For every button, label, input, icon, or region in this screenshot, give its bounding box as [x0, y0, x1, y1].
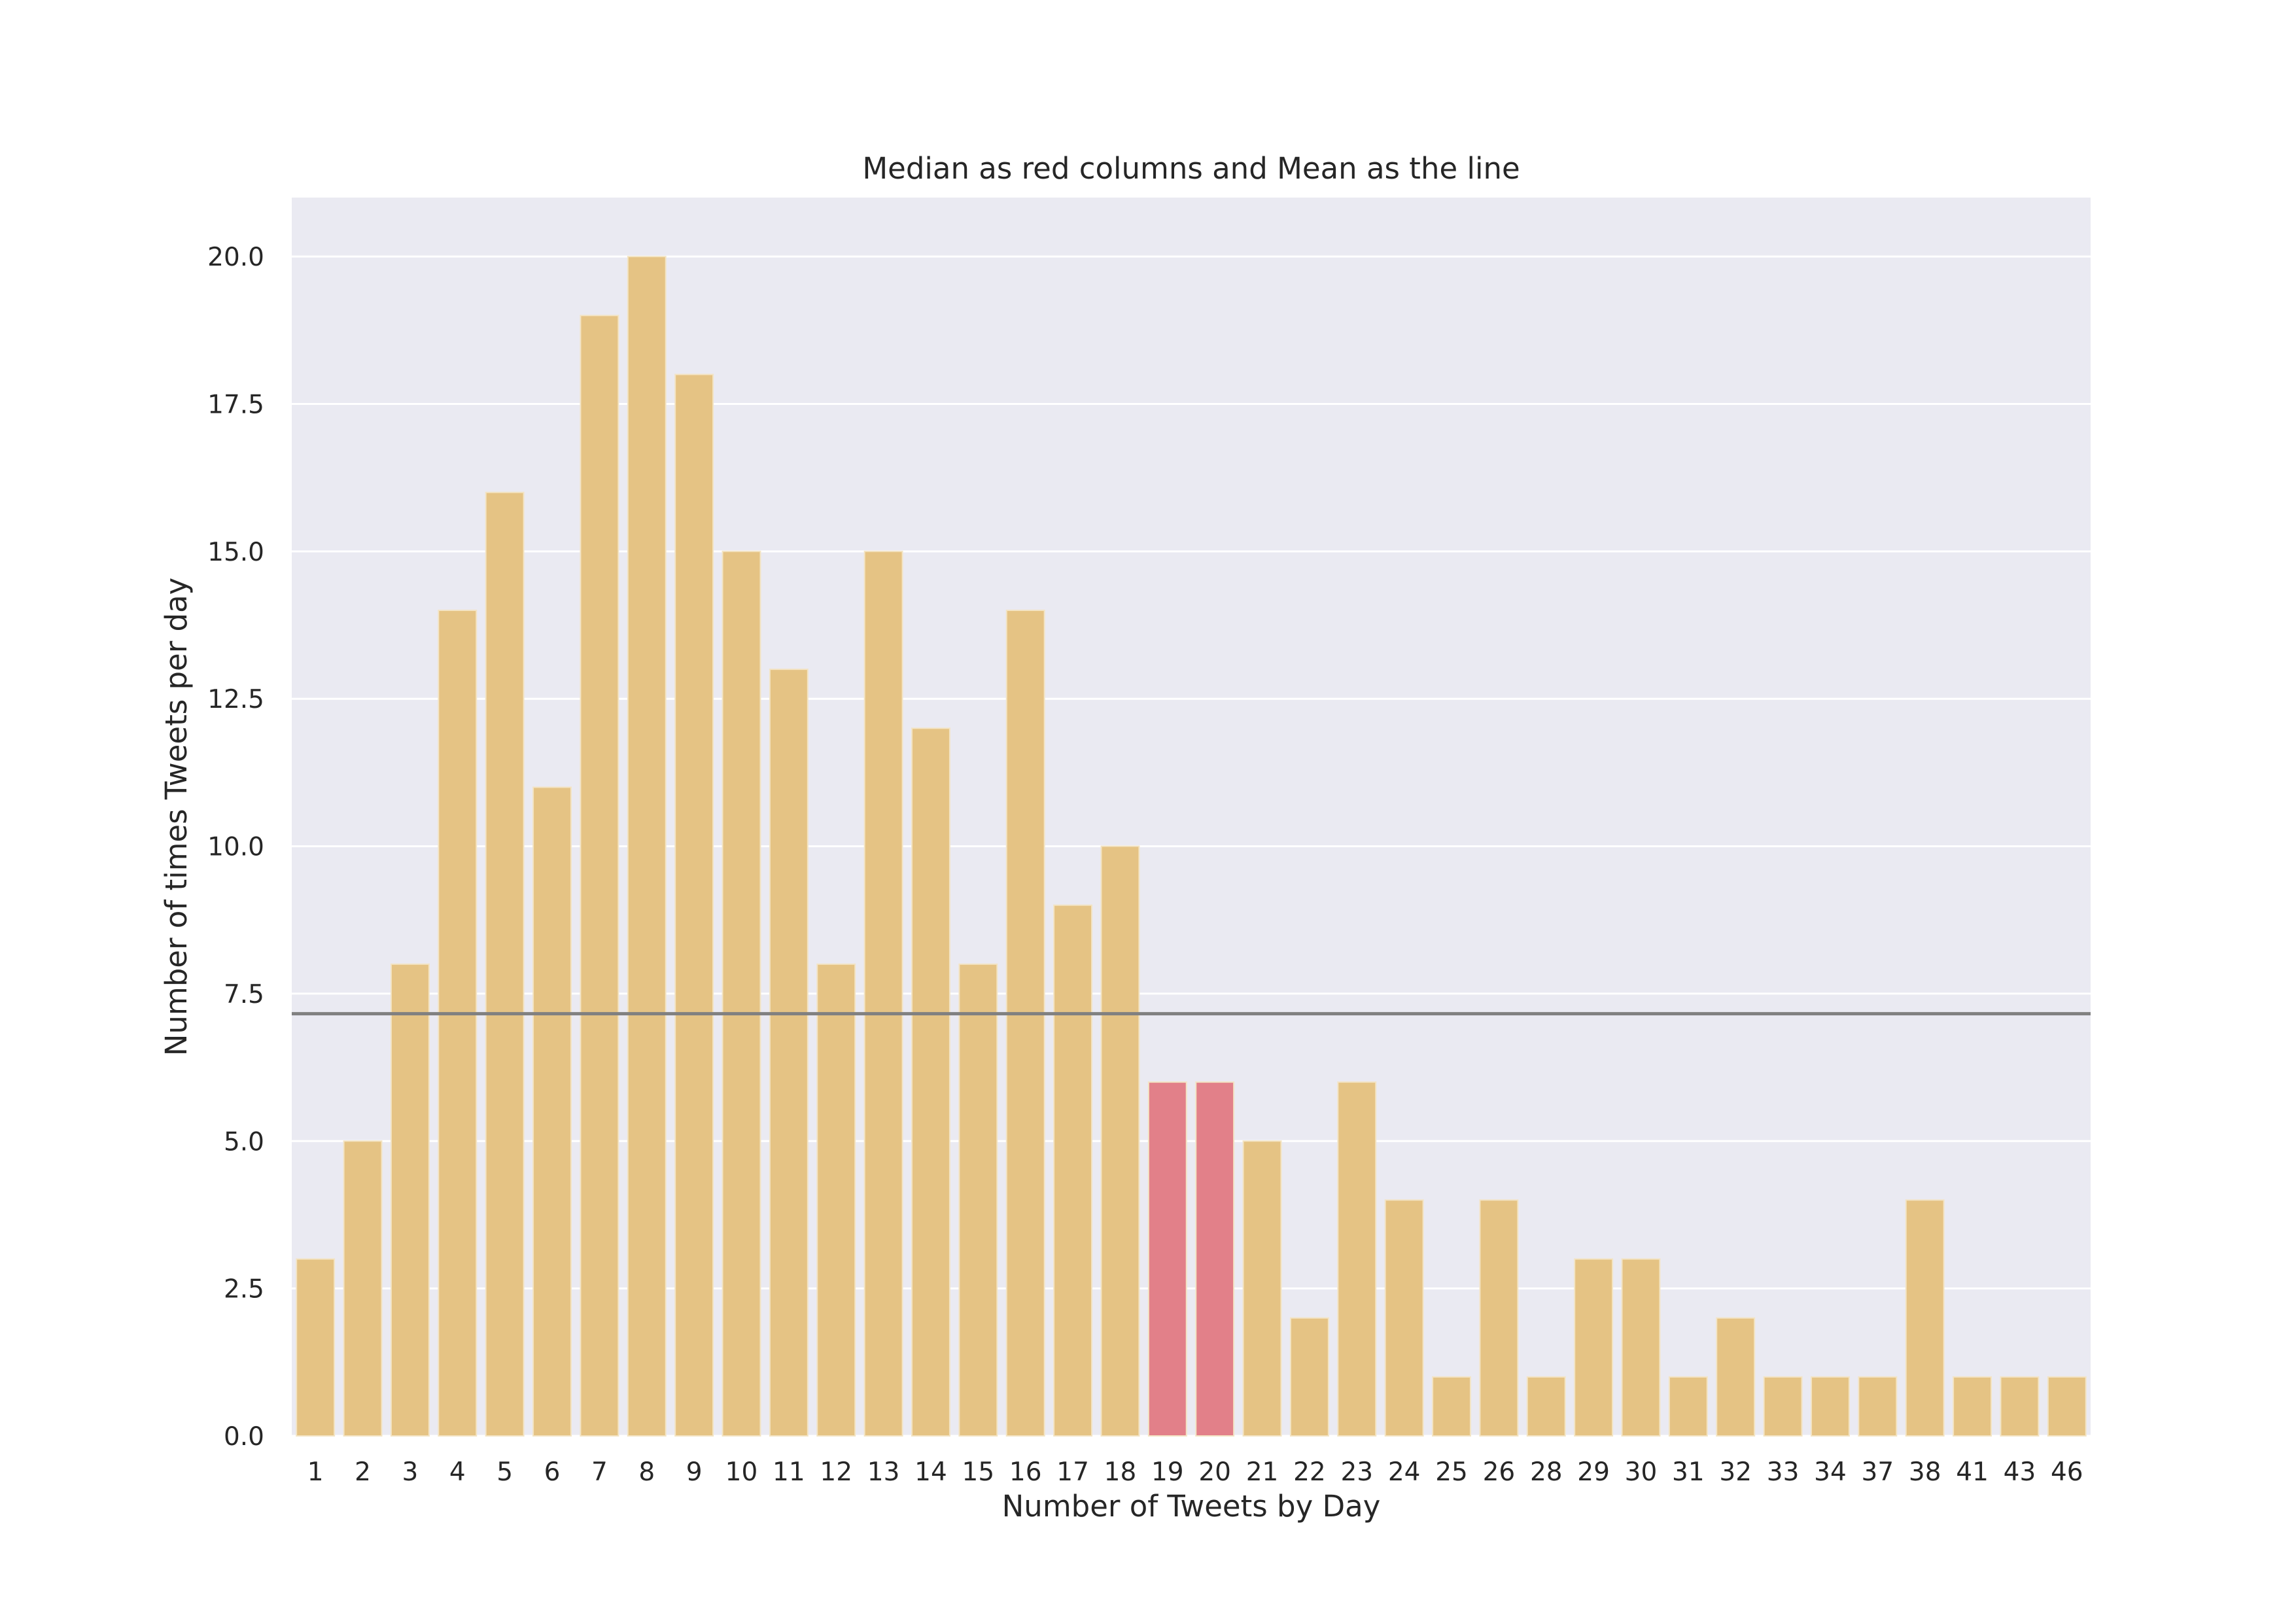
bar — [2000, 1376, 2040, 1437]
bar — [1526, 1376, 1566, 1437]
x-tick-label: 23 — [1340, 1457, 1373, 1487]
x-tick-label: 4 — [449, 1457, 466, 1487]
x-tick-label: 9 — [686, 1457, 703, 1487]
bar — [674, 374, 714, 1437]
bar — [2047, 1376, 2087, 1437]
x-tick-label: 32 — [1719, 1457, 1752, 1487]
x-tick-label: 34 — [1814, 1457, 1847, 1487]
bar — [722, 550, 761, 1437]
x-tick-label: 7 — [591, 1457, 608, 1487]
x-tick-label: 20 — [1198, 1457, 1231, 1487]
x-tick-label: 26 — [1483, 1457, 1516, 1487]
x-tick-label: 16 — [1009, 1457, 1042, 1487]
bar — [1763, 1376, 1803, 1437]
x-axis-label: Number of Tweets by Day — [1002, 1489, 1381, 1524]
bar — [1574, 1258, 1614, 1437]
x-tick-label: 5 — [496, 1457, 513, 1487]
y-tick-label: 17.5 — [207, 391, 264, 420]
bar — [1621, 1258, 1661, 1437]
bar — [580, 315, 619, 1437]
x-tick-label: 43 — [2004, 1457, 2036, 1487]
bar — [1479, 1199, 1519, 1437]
x-tick-label: 17 — [1056, 1457, 1089, 1487]
y-tick-label: 7.5 — [224, 980, 264, 1009]
x-tick-label: 31 — [1672, 1457, 1705, 1487]
x-tick-label: 37 — [1862, 1457, 1894, 1487]
bar — [1005, 610, 1045, 1437]
bars — [296, 256, 2087, 1437]
y-tick-label: 0.0 — [224, 1422, 264, 1452]
x-tick-label: 29 — [1577, 1457, 1610, 1487]
bar — [1289, 1317, 1329, 1437]
bar — [1858, 1376, 1898, 1437]
bar — [1053, 904, 1093, 1437]
x-tick-label: 15 — [962, 1457, 995, 1487]
bar — [438, 610, 478, 1437]
x-tick-label: 18 — [1104, 1457, 1137, 1487]
x-tick-label: 6 — [544, 1457, 561, 1487]
bar — [1337, 1081, 1377, 1437]
bar — [1953, 1376, 1992, 1437]
x-tick-label: 13 — [867, 1457, 900, 1487]
x-tick-label: 8 — [638, 1457, 655, 1487]
x-tick-label: 10 — [725, 1457, 758, 1487]
x-tick-labels: 1 2 3 4 5 6 7 8 9 10 11 12 13 14 15 16 17 18 19 20 21 22 23 24 2… — [307, 1457, 2083, 1487]
bar — [769, 669, 809, 1437]
bar — [1384, 1199, 1424, 1437]
x-tick-label: 41 — [1956, 1457, 1989, 1487]
bar — [1905, 1199, 1945, 1437]
bar — [1242, 1140, 1282, 1437]
bar-median — [1195, 1081, 1235, 1437]
x-tick-label: 24 — [1388, 1457, 1421, 1487]
x-tick-label: 19 — [1151, 1457, 1184, 1487]
x-tick-label: 12 — [820, 1457, 852, 1487]
bar — [863, 550, 903, 1437]
y-tick-labels: 0.0 2.5 5.0 7.5 10.0 12.5 15.0 17.5 20.0 — [207, 243, 264, 1452]
bar — [958, 963, 998, 1437]
y-tick-label: 20.0 — [207, 243, 264, 272]
bar — [485, 491, 525, 1437]
bar — [390, 963, 430, 1437]
bar — [1432, 1376, 1471, 1437]
bar — [816, 963, 856, 1437]
x-tick-label: 3 — [402, 1457, 419, 1487]
x-tick-label: 25 — [1435, 1457, 1468, 1487]
y-tick-label: 5.0 — [224, 1127, 264, 1157]
x-tick-label: 11 — [773, 1457, 805, 1487]
bar — [296, 1258, 336, 1437]
bar — [532, 786, 572, 1437]
bar-median — [1147, 1081, 1187, 1437]
bar — [627, 256, 667, 1437]
x-tick-label: 30 — [1625, 1457, 1658, 1487]
x-tick-label: 21 — [1246, 1457, 1279, 1487]
chart-title: Median as red columns and Mean as the li… — [862, 151, 1520, 186]
x-tick-label: 46 — [2051, 1457, 2083, 1487]
bar — [1811, 1376, 1850, 1437]
y-tick-label: 2.5 — [224, 1275, 264, 1304]
x-tick-label: 2 — [355, 1457, 371, 1487]
y-tick-label: 10.0 — [207, 833, 264, 862]
bar — [1100, 845, 1140, 1437]
x-tick-label: 33 — [1767, 1457, 1800, 1487]
bar — [343, 1140, 383, 1437]
x-tick-label: 22 — [1293, 1457, 1326, 1487]
x-tick-label: 1 — [307, 1457, 324, 1487]
x-tick-label: 28 — [1530, 1457, 1563, 1487]
bar — [911, 727, 950, 1437]
bar — [1716, 1317, 1756, 1437]
x-tick-label: 14 — [914, 1457, 947, 1487]
bar — [1668, 1376, 1708, 1437]
y-axis-label: Number of times Tweets per day — [159, 578, 194, 1056]
y-tick-label: 15.0 — [207, 538, 264, 567]
y-tick-label: 12.5 — [207, 685, 264, 714]
x-tick-label: 38 — [1909, 1457, 1941, 1487]
